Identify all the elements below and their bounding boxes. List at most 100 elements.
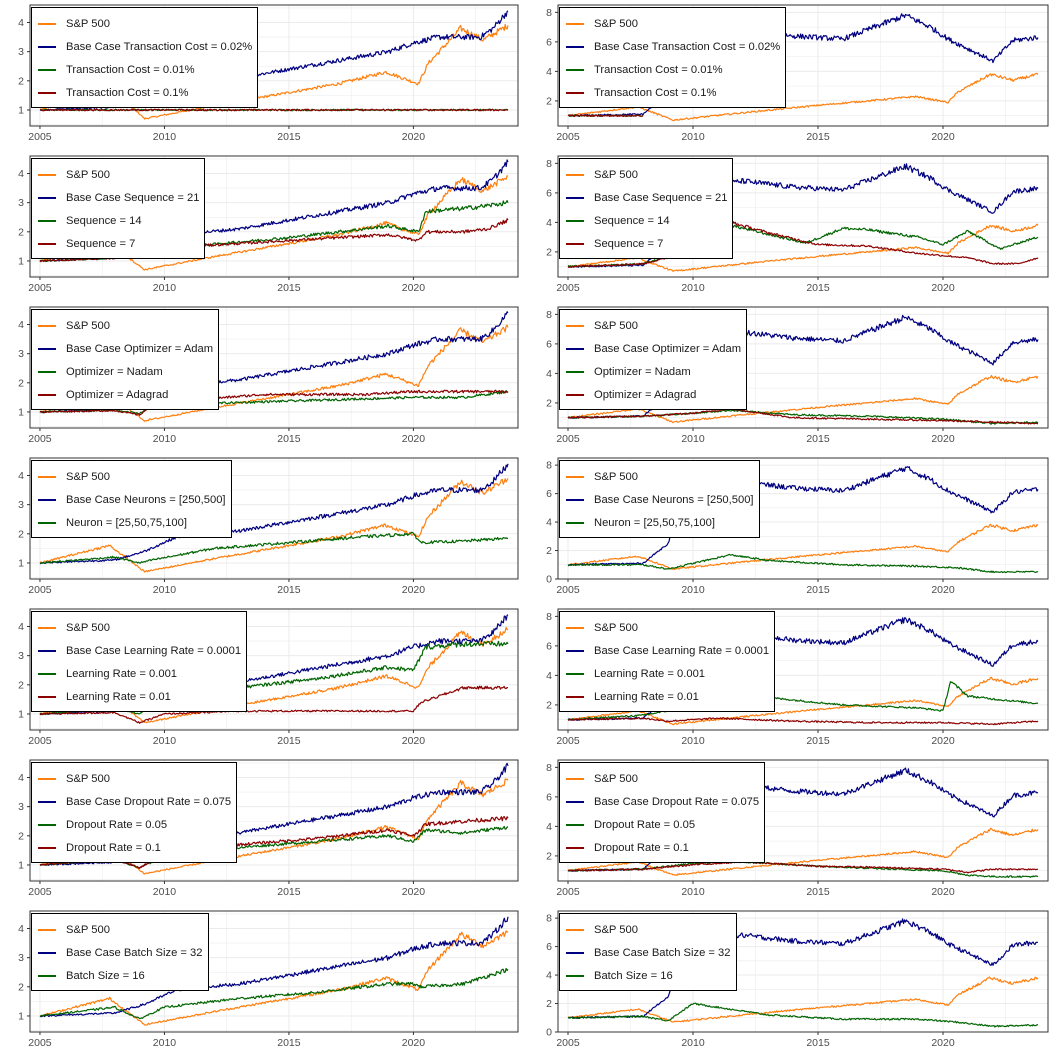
legend-item: Transaction Cost = 0.01% xyxy=(566,58,780,81)
series-line xyxy=(567,976,1039,1023)
series-line xyxy=(567,860,1039,874)
legend-item: S&P 500 xyxy=(38,465,226,488)
y-tick-label: 2 xyxy=(18,679,24,691)
legend-key xyxy=(566,626,584,629)
x-tick-label: 2015 xyxy=(277,735,301,747)
legend-key xyxy=(38,823,56,826)
legend-key xyxy=(38,242,56,245)
panel-border xyxy=(29,457,519,580)
panel-border xyxy=(557,910,1049,1033)
legend-item: Base Case Dropout Rate = 0.075 xyxy=(566,790,759,813)
y-tick-label: 4 xyxy=(546,66,552,78)
x-tick-label: 2015 xyxy=(277,433,301,445)
series-line xyxy=(567,374,1039,424)
legend-label: Base Case Batch Size = 32 xyxy=(594,946,731,959)
y-tick-label: 4 xyxy=(546,517,552,529)
y-tick-label: 8 xyxy=(546,611,552,623)
legend-label: Transaction Cost = 0.01% xyxy=(594,63,723,76)
y-tick-label: 4 xyxy=(18,470,24,482)
legend-key xyxy=(38,173,56,176)
x-tick-label: 2015 xyxy=(277,886,301,898)
legend-item: Learning Rate = 0.01 xyxy=(38,685,241,708)
chart-panel: 2005 2010 2015 2020 1 2 3 4 S&P 500 Base Case Dro… xyxy=(0,755,528,906)
y-tick-label: 4 xyxy=(18,923,24,935)
panel-border xyxy=(557,155,1049,278)
legend-item: S&P 500 xyxy=(38,918,203,941)
series-line xyxy=(567,72,1039,122)
x-tick-label: 2020 xyxy=(931,131,955,143)
series-line xyxy=(567,767,1039,872)
legend-label: S&P 500 xyxy=(594,470,638,483)
panel-border xyxy=(29,306,519,429)
legend-item: Transaction Cost = 0.1% xyxy=(566,81,780,104)
legend-key xyxy=(38,800,56,803)
legend-item: Learning Rate = 0.01 xyxy=(566,685,769,708)
y-tick-label: 0 xyxy=(546,1027,552,1039)
legend-key xyxy=(566,800,584,803)
legend-key xyxy=(38,777,56,780)
legend-key xyxy=(566,324,584,327)
legend-label: Base Case Learning Rate = 0.0001 xyxy=(66,644,242,657)
panel-border xyxy=(557,608,1049,731)
y-tick-label: 6 xyxy=(546,36,552,48)
x-tick-label: 2010 xyxy=(153,1037,177,1049)
x-tick-label: 2005 xyxy=(556,1037,580,1049)
legend-key xyxy=(566,242,584,245)
legend-label: Transaction Cost = 0.1% xyxy=(594,86,717,99)
x-tick-label: 2015 xyxy=(806,1037,830,1049)
chart-legend: S&P 500 Base Case Learning Rate = 0.0001 L… xyxy=(559,611,776,712)
y-tick-label: 1 xyxy=(18,859,24,871)
y-tick-label: 8 xyxy=(546,309,552,321)
x-tick-label: 2005 xyxy=(556,584,580,596)
y-tick-label: 2 xyxy=(18,377,24,389)
y-tick-label: 4 xyxy=(18,168,24,180)
y-tick-label: 3 xyxy=(18,650,24,662)
series-line xyxy=(567,221,1039,268)
y-tick-label: 1 xyxy=(18,557,24,569)
series-line xyxy=(39,463,509,565)
y-tick-label: 1 xyxy=(18,1010,24,1022)
legend-item: Dropout Rate = 0.05 xyxy=(566,813,759,836)
x-tick-label: 2005 xyxy=(556,282,580,294)
x-tick-label: 2020 xyxy=(402,1037,426,1049)
chart-panel: 2005 2010 2015 2020 1 2 3 4 S&P 500 Base Case Opt… xyxy=(0,302,528,453)
series-line xyxy=(567,409,1039,425)
series-line xyxy=(568,13,1039,117)
x-tick-label: 2015 xyxy=(806,131,830,143)
panel-border xyxy=(557,457,1049,580)
legend-label: Optimizer = Adagrad xyxy=(594,388,697,401)
legend-label: Learning Rate = 0.001 xyxy=(594,667,706,680)
y-tick-label: 4 xyxy=(546,217,552,229)
x-tick-label: 2005 xyxy=(28,886,52,898)
legend-item: Base Case Optimizer = Adam xyxy=(566,337,741,360)
y-tick-label: 6 xyxy=(546,488,552,500)
legend-label: Base Case Dropout Rate = 0.075 xyxy=(594,795,760,808)
x-tick-label: 2010 xyxy=(153,886,177,898)
x-tick-label: 2005 xyxy=(28,131,52,143)
legend-item: Base Case Transaction Cost = 0.02% xyxy=(38,35,252,58)
legend-key xyxy=(566,777,584,780)
y-tick-label: 2 xyxy=(18,528,24,540)
legend-label: Transaction Cost = 0.1% xyxy=(66,86,189,99)
y-tick-label: 1 xyxy=(18,406,24,418)
legend-key xyxy=(566,672,584,675)
x-tick-label: 2015 xyxy=(806,433,830,445)
series-line xyxy=(567,224,1039,268)
legend-key xyxy=(566,173,584,176)
legend-key xyxy=(38,45,56,48)
y-tick-label: 3 xyxy=(18,197,24,209)
y-tick-label: 1 xyxy=(18,255,24,267)
legend-item: Sequence = 7 xyxy=(566,232,727,255)
legend-label: Dropout Rate = 0.1 xyxy=(66,841,161,854)
chart-panel: 2005 2010 2015 2020 0 2 4 6 8 S&P 500 Base Case Ba… xyxy=(528,906,1056,1057)
legend-label: S&P 500 xyxy=(594,17,638,30)
legend-label: Sequence = 7 xyxy=(66,237,136,250)
x-tick-label: 2005 xyxy=(28,282,52,294)
legend-key xyxy=(38,846,56,849)
x-tick-label: 2010 xyxy=(681,735,705,747)
legend-key xyxy=(38,521,56,524)
legend-key xyxy=(566,45,584,48)
legend-item: Base Case Learning Rate = 0.0001 xyxy=(38,639,241,662)
panel-border xyxy=(557,306,1049,429)
